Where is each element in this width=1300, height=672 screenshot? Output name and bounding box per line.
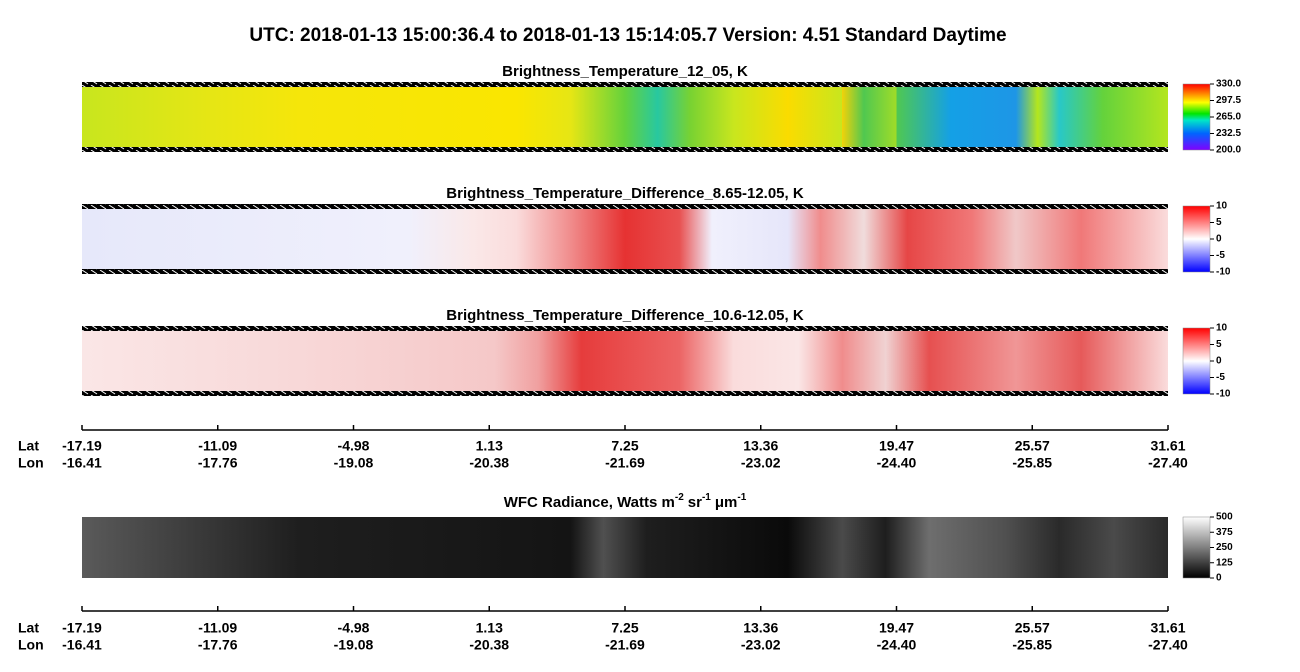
colorbar bbox=[1182, 83, 1211, 151]
image-strip bbox=[82, 206, 1168, 272]
title-part: -1 bbox=[702, 492, 711, 503]
lon-tick-label: -19.08 bbox=[334, 637, 374, 653]
scan-edge bbox=[82, 326, 1168, 331]
lat-tick-label: 19.47 bbox=[879, 438, 914, 454]
lon-tick-label: -16.41 bbox=[62, 637, 102, 653]
colorbar-label: 200.0 bbox=[1216, 145, 1241, 156]
lon-tick-label: -27.40 bbox=[1148, 455, 1188, 471]
panel-title: Brightness_Temperature_Difference_10.6-1… bbox=[446, 307, 804, 324]
colorbar bbox=[1182, 516, 1211, 579]
colorbar-label: -10 bbox=[1216, 267, 1231, 278]
title-part: μm bbox=[715, 494, 738, 511]
colorbar-label: 5 bbox=[1216, 339, 1222, 350]
lon-tick-label: -20.38 bbox=[469, 637, 509, 653]
lat-tick-label: 7.25 bbox=[611, 438, 638, 454]
image-strip bbox=[82, 84, 1168, 150]
lat-tick-label: 31.61 bbox=[1150, 438, 1185, 454]
colorbar-label: 297.5 bbox=[1216, 95, 1241, 106]
panel-title: WFC Radiance, Watts m-2 sr-1 μm-1 bbox=[504, 492, 747, 511]
lon-tick-label: -23.02 bbox=[741, 637, 781, 653]
lon-tick-label: -24.40 bbox=[877, 455, 917, 471]
colorbar-label: 250 bbox=[1216, 542, 1233, 553]
colorbar-label: 10 bbox=[1216, 323, 1228, 334]
colorbar-label: 500 bbox=[1216, 512, 1233, 523]
lat-tick-label: 1.13 bbox=[476, 438, 503, 454]
lat-label: Lat bbox=[18, 438, 39, 454]
colorbar-label: -5 bbox=[1216, 250, 1225, 261]
figure-title: UTC: 2018-01-13 15:00:36.4 to 2018-01-13… bbox=[249, 25, 1006, 46]
lon-tick-label: -21.69 bbox=[605, 455, 645, 471]
colorbar bbox=[1182, 205, 1211, 273]
colorbar-label: 0 bbox=[1216, 234, 1222, 245]
colorbar bbox=[1182, 327, 1211, 395]
colorbar-label: 0 bbox=[1216, 356, 1222, 367]
lat-tick-label: -17.19 bbox=[62, 620, 102, 636]
colorbar-label: 5 bbox=[1216, 217, 1222, 228]
colorbar-label: 125 bbox=[1216, 557, 1233, 568]
colorbar-label: 265.0 bbox=[1216, 112, 1241, 123]
scan-edge bbox=[82, 391, 1168, 396]
lat-tick-label: -4.98 bbox=[338, 438, 370, 454]
panel-title: Brightness_Temperature_Difference_8.65-1… bbox=[446, 185, 804, 202]
image-strip bbox=[82, 328, 1168, 394]
title-part: WFC Radiance, Watts m bbox=[504, 494, 675, 511]
lon-tick-label: -17.76 bbox=[198, 637, 238, 653]
lon-tick-label: -25.85 bbox=[1012, 637, 1052, 653]
lat-tick-label: 25.57 bbox=[1015, 620, 1050, 636]
lon-tick-label: -16.41 bbox=[62, 455, 102, 471]
lat-tick-label: -4.98 bbox=[338, 620, 370, 636]
lat-tick-label: 19.47 bbox=[879, 620, 914, 636]
lon-tick-label: -24.40 bbox=[877, 637, 917, 653]
lon-tick-label: -27.40 bbox=[1148, 637, 1188, 653]
colorbar-label: 0 bbox=[1216, 573, 1222, 584]
lon-tick-label: -17.76 bbox=[198, 455, 238, 471]
scan-edge bbox=[82, 204, 1168, 209]
lon-tick-label: -21.69 bbox=[605, 637, 645, 653]
scan-edge bbox=[82, 269, 1168, 274]
panel-title: Brightness_Temperature_12_05, K bbox=[502, 63, 748, 80]
title-part: -2 bbox=[675, 492, 684, 503]
lon-tick-label: -20.38 bbox=[469, 455, 509, 471]
lon-label: Lon bbox=[18, 637, 44, 653]
lon-label: Lon bbox=[18, 455, 44, 471]
lat-label: Lat bbox=[18, 620, 39, 636]
lat-tick-label: 7.25 bbox=[611, 620, 638, 636]
lon-tick-label: -25.85 bbox=[1012, 455, 1052, 471]
lat-tick-label: 25.57 bbox=[1015, 438, 1050, 454]
lat-tick-label: -11.09 bbox=[198, 620, 237, 636]
lon-tick-label: -23.02 bbox=[741, 455, 781, 471]
title-part: sr bbox=[688, 494, 702, 511]
scan-edge bbox=[82, 147, 1168, 152]
lat-tick-label: 31.61 bbox=[1150, 620, 1185, 636]
title-part: -1 bbox=[737, 492, 746, 503]
colorbar-label: 330.0 bbox=[1216, 79, 1241, 90]
scan-edge bbox=[82, 82, 1168, 87]
lat-tick-label: 13.36 bbox=[743, 620, 778, 636]
lat-tick-label: 1.13 bbox=[476, 620, 503, 636]
lat-tick-label: -17.19 bbox=[62, 438, 102, 454]
image-strip bbox=[82, 517, 1168, 578]
colorbar-label: -5 bbox=[1216, 372, 1225, 383]
colorbar-label: 10 bbox=[1216, 201, 1228, 212]
colorbar-label: 232.5 bbox=[1216, 128, 1241, 139]
lat-tick-label: 13.36 bbox=[743, 438, 778, 454]
lon-tick-label: -19.08 bbox=[334, 455, 374, 471]
lat-tick-label: -11.09 bbox=[198, 438, 237, 454]
colorbar-label: -10 bbox=[1216, 389, 1231, 400]
colorbar-label: 375 bbox=[1216, 527, 1233, 538]
